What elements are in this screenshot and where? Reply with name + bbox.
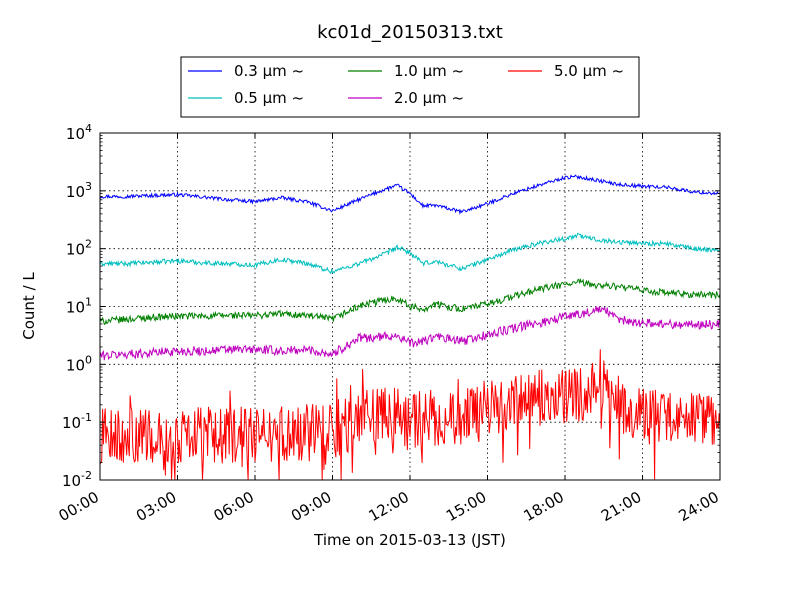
y-tick-label: 10-1 xyxy=(62,411,92,432)
legend-label: 2.0 µm ~ xyxy=(394,89,464,107)
y-axis-label: Count / L xyxy=(20,272,38,340)
grid-lines xyxy=(100,133,720,480)
y-tick-label: 103 xyxy=(66,180,92,201)
series-line xyxy=(99,174,721,216)
series-line xyxy=(99,278,721,325)
y-tick-label: 10-2 xyxy=(62,469,92,490)
series-line xyxy=(99,349,721,481)
legend: 0.3 µm ~ 0.5 µm ~ 1.0 µm ~ 2.0 µm ~ 5.0 µm ~ xyxy=(180,56,640,118)
chart-title: kc01d_20150313.txt xyxy=(317,22,503,43)
plot-series xyxy=(99,174,721,481)
x-axis-label: Time on 2015-03-13 (JST) xyxy=(313,531,506,549)
legend-label: 0.5 µm ~ xyxy=(234,89,304,107)
series-line xyxy=(99,306,721,361)
y-tick-label: 100 xyxy=(66,353,92,374)
legend-items: 0.3 µm ~ 0.5 µm ~ 1.0 µm ~ 2.0 µm ~ 5.0 µm ~ xyxy=(188,62,624,107)
series-line xyxy=(99,232,721,275)
legend-box xyxy=(180,56,640,118)
legend-label: 1.0 µm ~ xyxy=(394,62,464,80)
legend-label: 5.0 µm ~ xyxy=(554,62,624,80)
y-tick-label: 104 xyxy=(66,122,92,143)
legend-label: 0.3 µm ~ xyxy=(234,62,304,80)
y-axis: 10-2 10-1 100 101 102 103 104 xyxy=(62,122,720,490)
y-tick-label: 101 xyxy=(66,296,92,317)
y-tick-label: 102 xyxy=(66,238,92,259)
